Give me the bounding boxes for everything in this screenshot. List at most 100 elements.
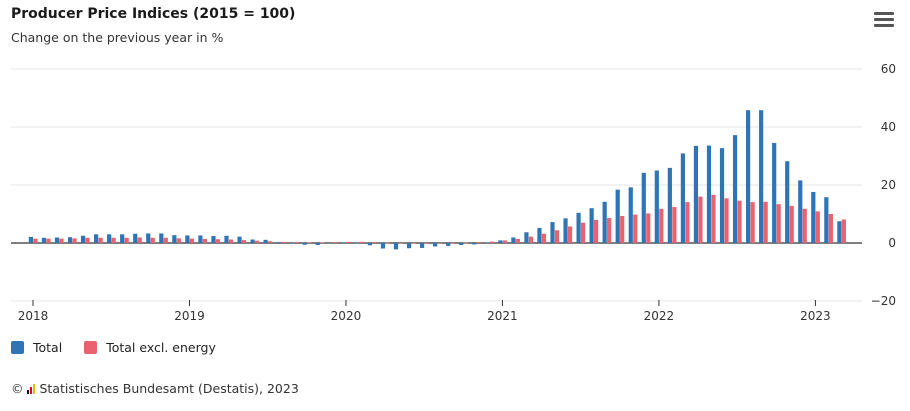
bar-total-excl-energy bbox=[841, 219, 846, 243]
destatis-logo-icon bbox=[26, 383, 36, 394]
legend-item-total[interactable]: Total bbox=[11, 340, 62, 355]
bar-total bbox=[459, 243, 464, 246]
bar-total-excl-energy bbox=[763, 201, 768, 243]
source-credit: © Statistisches Bundesamt (Destatis), 20… bbox=[11, 381, 299, 396]
bar-total bbox=[107, 234, 112, 243]
bar-total-excl-energy bbox=[307, 242, 312, 244]
bar-total-excl-energy bbox=[750, 202, 755, 243]
bar-total bbox=[654, 170, 659, 243]
bar-total bbox=[537, 227, 542, 243]
legend-label-total-excl-energy: Total excl. energy bbox=[106, 340, 216, 355]
bar-total-excl-energy bbox=[137, 237, 142, 243]
bar-total bbox=[693, 145, 699, 243]
x-tick-label: 2020 bbox=[331, 309, 362, 323]
bar-total-excl-energy bbox=[502, 240, 507, 243]
bar-total-excl-energy bbox=[620, 216, 625, 243]
bar-total-excl-energy bbox=[398, 243, 403, 244]
bar-total-excl-energy bbox=[554, 230, 560, 243]
y-tick-label: 0 bbox=[888, 236, 896, 250]
bar-total bbox=[263, 239, 268, 243]
bar-total bbox=[641, 172, 646, 243]
bar-total bbox=[615, 189, 620, 243]
bar-total bbox=[41, 237, 47, 243]
bar-total bbox=[80, 235, 86, 243]
bar-total bbox=[328, 243, 333, 244]
bar-total-excl-energy bbox=[489, 241, 494, 243]
bar-total-excl-energy bbox=[176, 238, 181, 243]
bar-total bbox=[746, 110, 751, 244]
bar-total bbox=[224, 235, 229, 243]
bar-total-excl-energy bbox=[163, 237, 168, 243]
bar-total-excl-energy bbox=[828, 214, 833, 243]
bar-total bbox=[198, 235, 203, 243]
bar-total-excl-energy bbox=[437, 243, 442, 244]
bar-total-excl-energy bbox=[698, 196, 703, 243]
bar-total-excl-energy bbox=[320, 242, 325, 244]
bar-total bbox=[120, 234, 125, 243]
bar-total bbox=[159, 233, 164, 243]
bar-total bbox=[433, 243, 438, 247]
bar-total-excl-energy bbox=[711, 194, 716, 243]
bar-total-excl-energy bbox=[515, 238, 520, 243]
bar-total bbox=[172, 235, 177, 243]
bar-total bbox=[133, 233, 138, 243]
bar-total-excl-energy bbox=[463, 242, 468, 244]
bar-total bbox=[211, 236, 216, 243]
bar-total bbox=[824, 197, 829, 243]
bar-total-excl-energy bbox=[659, 208, 664, 243]
legend-swatch-total-excl-energy bbox=[84, 341, 98, 354]
bar-total bbox=[837, 221, 842, 243]
bar-total bbox=[276, 242, 281, 243]
bar-total bbox=[759, 110, 764, 244]
bar-total-excl-energy bbox=[776, 204, 781, 243]
legend-label-total: Total bbox=[33, 340, 63, 355]
y-tick-label: −20 bbox=[871, 294, 896, 308]
bar-total-excl-energy bbox=[633, 214, 638, 243]
bar-total bbox=[250, 239, 255, 243]
bar-total bbox=[472, 243, 477, 245]
bar-total-excl-energy bbox=[215, 239, 221, 243]
bar-total-excl-energy bbox=[294, 242, 299, 243]
bar-total-excl-energy bbox=[333, 242, 338, 243]
bar-total bbox=[785, 161, 790, 243]
bar-total bbox=[576, 212, 581, 243]
bar-total-excl-energy bbox=[228, 239, 234, 243]
legend-item-total-excl-energy[interactable]: Total excl. energy bbox=[84, 340, 216, 355]
bar-total-excl-energy bbox=[672, 207, 677, 243]
bar-total bbox=[446, 243, 451, 246]
legend-swatch-total bbox=[11, 341, 24, 354]
bar-total-excl-energy bbox=[281, 241, 286, 243]
bar-total-excl-energy bbox=[268, 241, 273, 243]
bar-total bbox=[367, 243, 373, 246]
legend: Total Total excl. energy bbox=[11, 340, 238, 355]
bar-total bbox=[680, 153, 685, 243]
bar-total bbox=[185, 235, 190, 243]
bar-total bbox=[146, 233, 151, 243]
bar-total bbox=[798, 180, 803, 243]
bar-total bbox=[498, 240, 503, 243]
bar-total-excl-energy bbox=[567, 226, 573, 243]
bar-total-excl-energy bbox=[346, 241, 351, 243]
bar-total bbox=[589, 208, 594, 243]
bar-total bbox=[420, 243, 425, 248]
bar-total bbox=[719, 148, 725, 243]
bar-total bbox=[485, 242, 490, 244]
bar-total-excl-energy bbox=[580, 222, 586, 243]
bar-total bbox=[28, 236, 33, 243]
bar-total bbox=[772, 142, 777, 243]
copyright-symbol: © bbox=[11, 381, 24, 396]
bar-total bbox=[511, 237, 516, 243]
bar-total-excl-energy bbox=[98, 237, 103, 243]
bar-total-excl-energy bbox=[424, 243, 429, 244]
hamburger-menu-icon[interactable] bbox=[874, 12, 894, 30]
x-tick-label: 2019 bbox=[174, 309, 205, 323]
bar-total bbox=[94, 234, 99, 243]
bar-total-excl-energy bbox=[372, 242, 377, 243]
x-tick-label: 2021 bbox=[487, 309, 518, 323]
bar-total bbox=[550, 222, 555, 243]
bar-total bbox=[732, 135, 738, 243]
bar-total-excl-energy bbox=[72, 238, 77, 243]
bar-total-excl-energy bbox=[111, 237, 116, 243]
bar-total bbox=[237, 236, 242, 243]
bar-total-excl-energy bbox=[241, 240, 247, 243]
